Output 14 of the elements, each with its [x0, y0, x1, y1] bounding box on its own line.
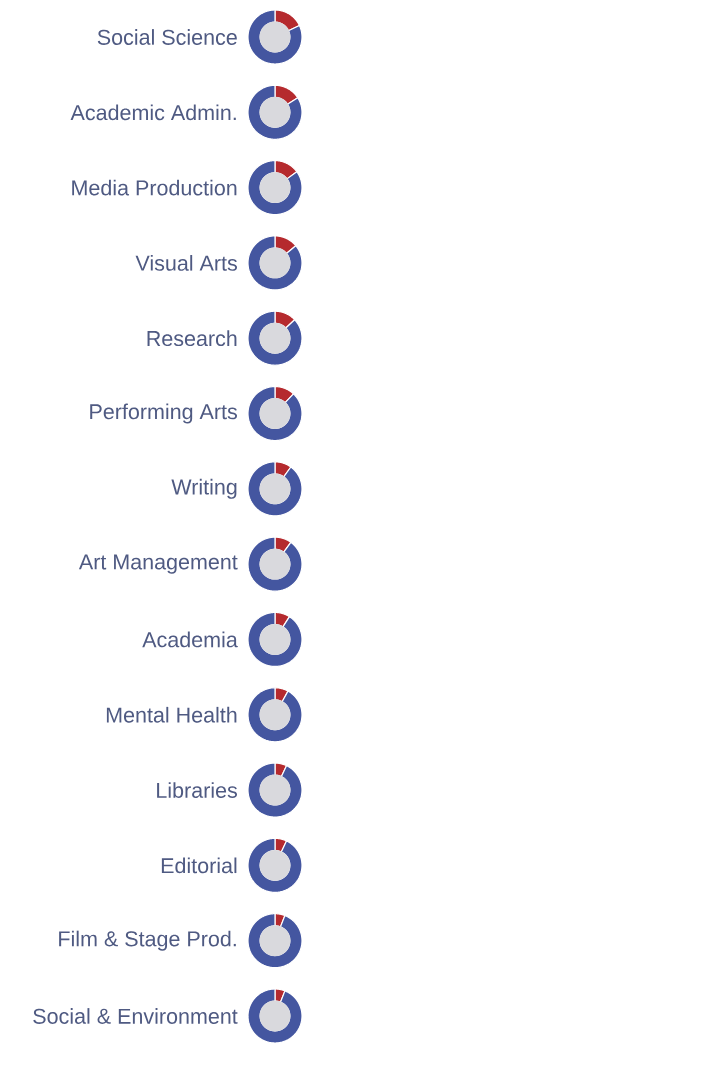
text: Academia — [142, 631, 238, 648]
text: Editorial — [161, 857, 237, 874]
text: Writing — [171, 478, 237, 499]
text: Performing Arts — [90, 403, 237, 424]
text: Media Production — [72, 179, 237, 196]
text: Visual Arts — [135, 255, 237, 271]
text: Academic Admin. — [70, 104, 236, 121]
text: Libraries — [157, 782, 238, 798]
text: Social Science — [97, 29, 237, 45]
text: Social & Environment — [33, 1008, 238, 1024]
text: Film & Stage Prod. — [59, 930, 236, 951]
text: Mental Health — [106, 706, 237, 723]
text: Art Management — [78, 554, 238, 574]
text: Research — [147, 330, 237, 347]
